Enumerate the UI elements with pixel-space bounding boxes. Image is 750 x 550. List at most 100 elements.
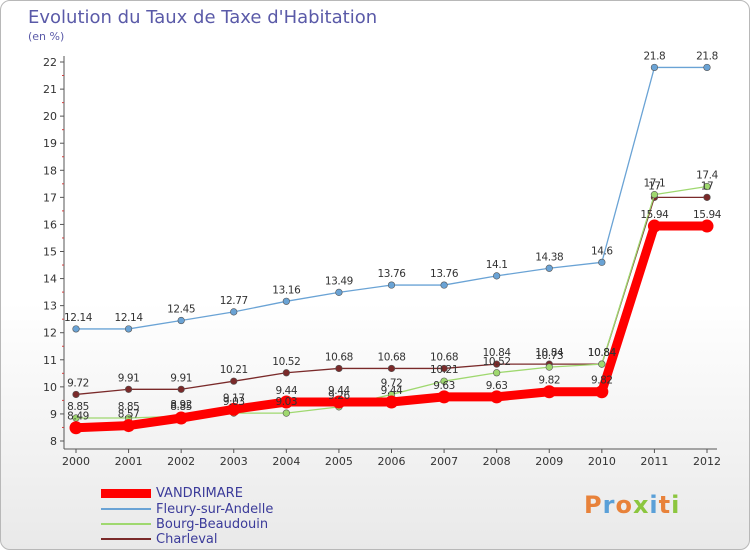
- data-label: 12.77: [220, 295, 248, 307]
- data-point: [124, 385, 133, 393]
- legend-item-vandrimare: VANDRIMARE: [101, 485, 243, 501]
- data-point: [703, 182, 711, 191]
- data-point: [387, 281, 396, 289]
- y-tick-label: 11: [43, 354, 57, 367]
- data-label: 10.52: [483, 356, 511, 368]
- data-point: [282, 409, 290, 417]
- data-point: [647, 219, 661, 233]
- data-label: 10.84: [588, 347, 617, 359]
- y-tick-label: 15: [43, 246, 57, 259]
- data-label: 9.72: [67, 377, 89, 389]
- data-label: 21.8: [696, 50, 718, 62]
- data-point: [332, 395, 346, 409]
- data-point: [227, 402, 241, 416]
- data-point: [493, 369, 501, 377]
- data-label: 8.49: [67, 411, 89, 423]
- data-label: 9.44: [275, 385, 297, 397]
- y-tick-label: 10: [43, 381, 57, 394]
- data-label: 9.26: [328, 390, 350, 402]
- data-label: 8.57: [118, 409, 140, 421]
- data-label: 13.49: [325, 275, 353, 287]
- x-tick-label: 2003: [220, 455, 248, 468]
- data-label: 13.76: [377, 268, 406, 280]
- data-point: [177, 316, 185, 325]
- data-point: [595, 385, 609, 399]
- x-tick-label: 2011: [640, 455, 668, 468]
- legend-label-bourg: Bourg-Beaudouin: [156, 516, 269, 532]
- x-tick-label: 2007: [430, 455, 458, 468]
- legend-item-charleval: Charleval: [101, 531, 218, 547]
- data-label: 8.92: [170, 399, 192, 411]
- data-label: 17: [701, 180, 714, 192]
- y-tick-label: 16: [43, 218, 57, 231]
- y-tick-label: 22: [43, 56, 57, 69]
- data-label: 9.63: [433, 380, 455, 392]
- data-point: [279, 395, 293, 409]
- data-label: 10.84: [588, 347, 617, 359]
- data-label: 9.82: [538, 375, 560, 387]
- data-point: [335, 364, 343, 373]
- data-label: 13.16: [272, 284, 301, 296]
- chart-title: Evolution du Taux de Taxe d'Habitation: [28, 7, 378, 28]
- data-label: 10.68: [377, 351, 405, 363]
- data-point: [177, 385, 185, 393]
- data-point: [650, 63, 659, 72]
- y-tick-label: 9: [50, 408, 57, 421]
- data-label: 17.4: [696, 170, 718, 182]
- data-label: 10.52: [272, 356, 300, 368]
- data-point: [230, 377, 238, 385]
- data-point: [493, 272, 501, 280]
- x-tick-label: 2005: [325, 455, 353, 468]
- data-label: 8.85: [67, 401, 89, 413]
- data-label: 10.84: [535, 347, 564, 359]
- data-point: [440, 377, 448, 385]
- y-tick-label: 21: [43, 83, 57, 96]
- data-point: [542, 385, 556, 399]
- data-label: 13.76: [430, 268, 459, 280]
- data-point: [282, 369, 290, 377]
- y-tick-label: 19: [43, 137, 57, 150]
- legend-swatch-vandrimare: [101, 488, 151, 498]
- data-label: 9.63: [486, 380, 508, 392]
- data-point: [69, 421, 83, 435]
- legend-label-fleury: Fleury-sur-Andelle: [156, 501, 274, 517]
- data-label: 9.72: [381, 377, 403, 389]
- x-tick-label: 2004: [272, 455, 300, 468]
- data-label: 8.85: [170, 401, 192, 413]
- data-point: [703, 193, 711, 201]
- data-point: [650, 191, 659, 199]
- data-point: [72, 325, 80, 333]
- data-label: 9.91: [118, 372, 140, 384]
- data-label: 17: [648, 180, 661, 192]
- y-tick-label: 14: [43, 273, 57, 286]
- data-label: 9.82: [591, 375, 613, 387]
- data-label: 10.68: [325, 351, 353, 363]
- data-point: [230, 308, 238, 316]
- legend-label-charleval: Charleval: [156, 531, 218, 547]
- data-label: 15.94: [693, 209, 722, 221]
- data-point: [545, 363, 553, 371]
- legend-label-vandrimare: VANDRIMARE: [156, 485, 243, 501]
- data-label: 10.21: [430, 364, 458, 376]
- data-label: 9.91: [170, 372, 192, 384]
- y-tick-label: 8: [50, 435, 57, 448]
- data-label: 9.44: [381, 385, 403, 397]
- data-label: 12.14: [115, 312, 144, 324]
- x-tick-label: 2006: [378, 455, 406, 468]
- data-label: 9.17: [223, 392, 245, 404]
- data-point: [598, 258, 606, 266]
- y-tick-label: 20: [43, 110, 57, 123]
- proxiti-logo: Proxiti: [584, 491, 681, 519]
- data-point: [703, 63, 711, 72]
- data-label: 10.21: [220, 364, 248, 376]
- data-label: 9.44: [328, 385, 350, 397]
- x-tick-label: 2002: [167, 455, 195, 468]
- data-label: 10.84: [483, 347, 512, 359]
- data-point: [122, 419, 136, 433]
- legend-item-fleury: Fleury-sur-Andelle: [101, 501, 273, 517]
- legend-swatch-charleval: [101, 538, 151, 540]
- y-tick-label: 12: [43, 327, 57, 340]
- data-label: 9.03: [275, 396, 297, 408]
